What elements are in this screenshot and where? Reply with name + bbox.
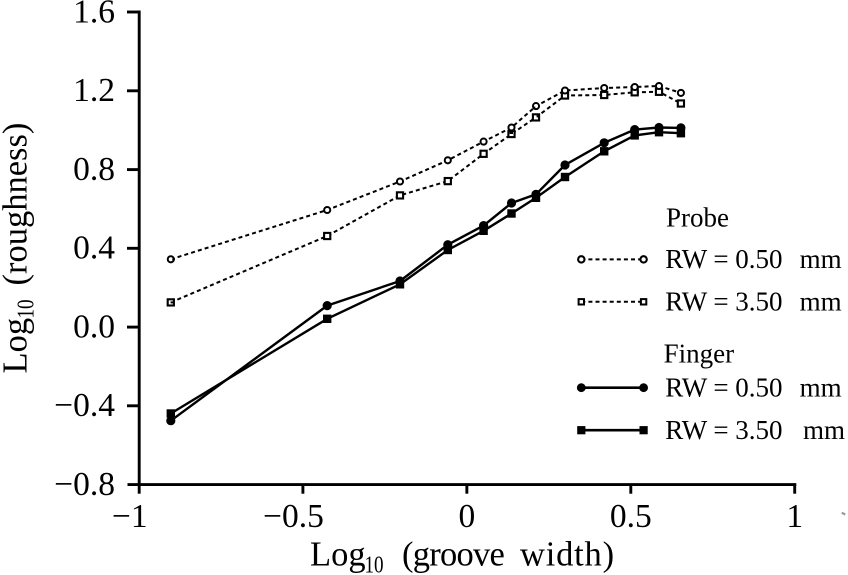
svg-text:0: 0 <box>459 498 476 535</box>
svg-text:1.6: 1.6 <box>73 0 115 30</box>
svg-text:10: 10 <box>365 550 384 575</box>
svg-text:−0.8: −0.8 <box>54 466 115 503</box>
svg-text:−0.4: −0.4 <box>54 387 115 424</box>
svg-text:−1: −1 <box>112 498 148 535</box>
svg-text:0.0: 0.0 <box>73 309 115 346</box>
svg-text:0.5: 0.5 <box>610 498 652 535</box>
svg-text:Log(roughness): Log(roughness) <box>0 123 35 374</box>
svg-text:1.2: 1.2 <box>73 72 115 109</box>
svg-text:0.8: 0.8 <box>73 151 115 188</box>
svg-text:1: 1 <box>786 498 803 535</box>
svg-text:10: 10 <box>11 299 39 318</box>
svg-text:Finger: Finger <box>664 338 735 368</box>
svg-text:Probe: Probe <box>666 203 729 233</box>
svg-text:−0.5: −0.5 <box>263 498 324 535</box>
svg-text:0.4: 0.4 <box>73 230 115 267</box>
